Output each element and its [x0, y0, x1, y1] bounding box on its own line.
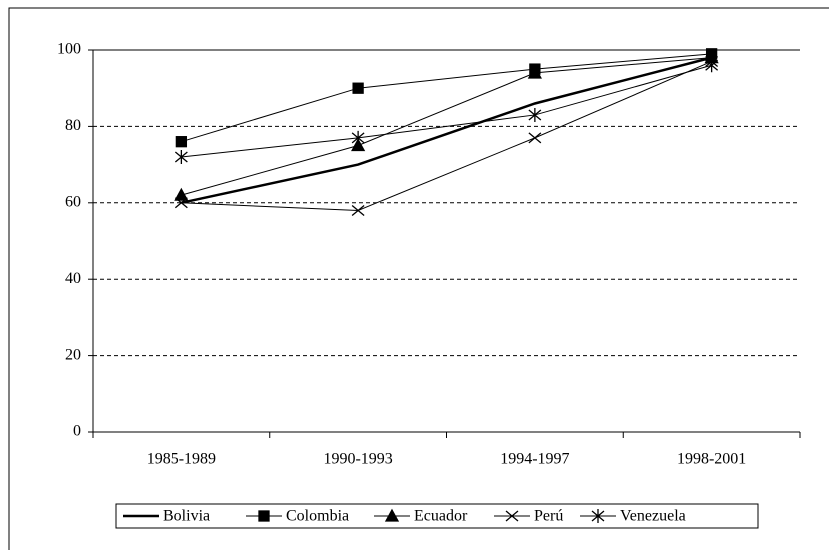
x-tick-label: 1990-1993: [323, 451, 392, 468]
marker-star: [351, 130, 365, 145]
legend-label: Ecuador: [414, 508, 468, 525]
marker-triangle: [351, 138, 366, 152]
marker-triangle: [174, 187, 189, 201]
series-line: [181, 57, 712, 196]
marker-star: [174, 149, 188, 164]
marker-triangle: [527, 65, 542, 79]
marker-x: [351, 204, 365, 216]
y-tick-label: 60: [65, 193, 81, 210]
series-line: [181, 53, 712, 143]
marker-star: [528, 107, 542, 122]
series-line: [181, 61, 712, 211]
series-line: [181, 56, 712, 205]
y-tick-label: 40: [65, 270, 81, 287]
y-tick-label: 0: [73, 423, 81, 440]
y-tick-label: 80: [65, 117, 81, 134]
x-tick-label: 1994-1997: [500, 451, 569, 468]
legend: Bolivia Colombia Ecuador Perú Venezuela: [115, 503, 759, 529]
marker-x: [174, 197, 188, 209]
y-tick-label: 20: [65, 346, 81, 363]
marker-star: [591, 509, 605, 523]
marker-triangle: [384, 508, 400, 522]
marker-square: [258, 510, 270, 522]
x-tick-label: 1998-2001: [677, 451, 746, 468]
marker-square: [352, 82, 364, 94]
legend-box: [115, 503, 759, 529]
marker-star: [705, 58, 719, 73]
marker-x: [528, 132, 542, 144]
x-tick-label: 1985-1989: [147, 451, 216, 468]
legend-label: Colombia: [286, 508, 349, 525]
marker-x: [505, 510, 519, 522]
y-tick-label: 100: [57, 41, 81, 58]
legend-label: Venezuela: [620, 508, 686, 525]
legend-label: Bolivia: [163, 508, 210, 525]
marker-square: [175, 136, 188, 148]
legend-label: Perú: [534, 508, 563, 525]
series-line: [181, 64, 712, 158]
